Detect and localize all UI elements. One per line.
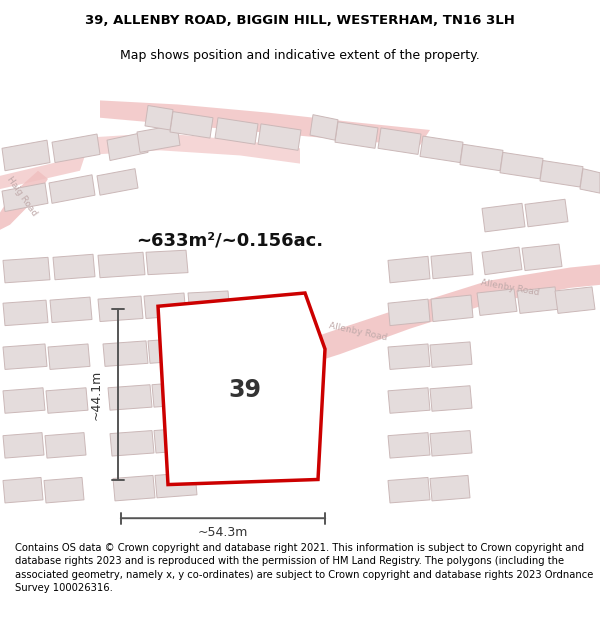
Polygon shape <box>3 344 47 369</box>
Polygon shape <box>49 175 95 203</box>
Text: Haig Road: Haig Road <box>5 175 39 218</box>
Polygon shape <box>0 171 48 230</box>
Polygon shape <box>430 386 472 411</box>
Polygon shape <box>388 432 430 458</box>
Polygon shape <box>3 388 45 413</box>
Polygon shape <box>431 295 473 321</box>
Text: Allenby Road: Allenby Road <box>328 321 388 342</box>
Polygon shape <box>388 388 430 413</box>
Polygon shape <box>482 247 522 274</box>
Text: 39: 39 <box>229 378 262 402</box>
Polygon shape <box>215 118 258 144</box>
Polygon shape <box>154 428 196 453</box>
Polygon shape <box>522 244 562 271</box>
Polygon shape <box>3 300 48 326</box>
Polygon shape <box>540 161 583 187</box>
Text: Contains OS data © Crown copyright and database right 2021. This information is : Contains OS data © Crown copyright and d… <box>15 543 593 592</box>
Polygon shape <box>170 112 213 138</box>
Polygon shape <box>155 472 197 498</box>
Polygon shape <box>430 476 470 501</box>
Polygon shape <box>580 169 600 193</box>
Polygon shape <box>335 122 378 148</box>
Polygon shape <box>158 293 325 484</box>
Polygon shape <box>431 253 473 279</box>
Polygon shape <box>144 293 186 319</box>
Polygon shape <box>98 253 145 278</box>
Polygon shape <box>3 432 44 458</box>
Polygon shape <box>46 388 88 413</box>
Polygon shape <box>80 133 300 164</box>
Polygon shape <box>2 140 50 171</box>
Polygon shape <box>53 254 95 280</box>
Polygon shape <box>0 156 85 189</box>
Polygon shape <box>3 258 50 282</box>
Polygon shape <box>100 101 430 145</box>
Polygon shape <box>378 128 421 154</box>
Polygon shape <box>420 136 463 162</box>
Polygon shape <box>188 291 230 316</box>
Polygon shape <box>430 431 472 456</box>
Polygon shape <box>517 287 558 313</box>
Polygon shape <box>222 264 600 390</box>
Polygon shape <box>145 106 173 130</box>
Polygon shape <box>310 114 338 140</box>
Polygon shape <box>137 125 180 152</box>
Polygon shape <box>97 169 138 195</box>
Polygon shape <box>152 382 194 407</box>
Polygon shape <box>110 431 154 456</box>
Text: 39, ALLENBY ROAD, BIGGIN HILL, WESTERHAM, TN16 3LH: 39, ALLENBY ROAD, BIGGIN HILL, WESTERHAM… <box>85 14 515 28</box>
Polygon shape <box>52 134 100 162</box>
Text: Allenby Road: Allenby Road <box>480 278 540 298</box>
Polygon shape <box>148 338 190 363</box>
Polygon shape <box>98 296 143 321</box>
Polygon shape <box>50 297 92 322</box>
Polygon shape <box>146 250 188 274</box>
Polygon shape <box>388 478 430 503</box>
Polygon shape <box>44 478 84 503</box>
Text: ~44.1m: ~44.1m <box>89 369 103 419</box>
Text: Map shows position and indicative extent of the property.: Map shows position and indicative extent… <box>120 49 480 62</box>
Polygon shape <box>3 478 43 503</box>
Polygon shape <box>48 344 90 369</box>
Polygon shape <box>477 289 517 316</box>
Polygon shape <box>2 183 48 211</box>
Polygon shape <box>388 256 430 282</box>
Polygon shape <box>500 152 543 179</box>
Polygon shape <box>107 132 148 161</box>
Polygon shape <box>103 341 148 366</box>
Polygon shape <box>460 144 503 171</box>
Polygon shape <box>482 203 525 232</box>
Polygon shape <box>258 124 301 151</box>
Polygon shape <box>525 199 568 227</box>
Text: ~633m²/~0.156ac.: ~633m²/~0.156ac. <box>136 231 323 249</box>
Polygon shape <box>388 299 430 326</box>
Polygon shape <box>45 432 86 458</box>
Polygon shape <box>430 342 472 367</box>
Polygon shape <box>555 287 595 313</box>
Polygon shape <box>113 476 155 501</box>
Text: ~54.3m: ~54.3m <box>198 526 248 539</box>
Polygon shape <box>388 344 430 369</box>
Polygon shape <box>108 385 152 410</box>
